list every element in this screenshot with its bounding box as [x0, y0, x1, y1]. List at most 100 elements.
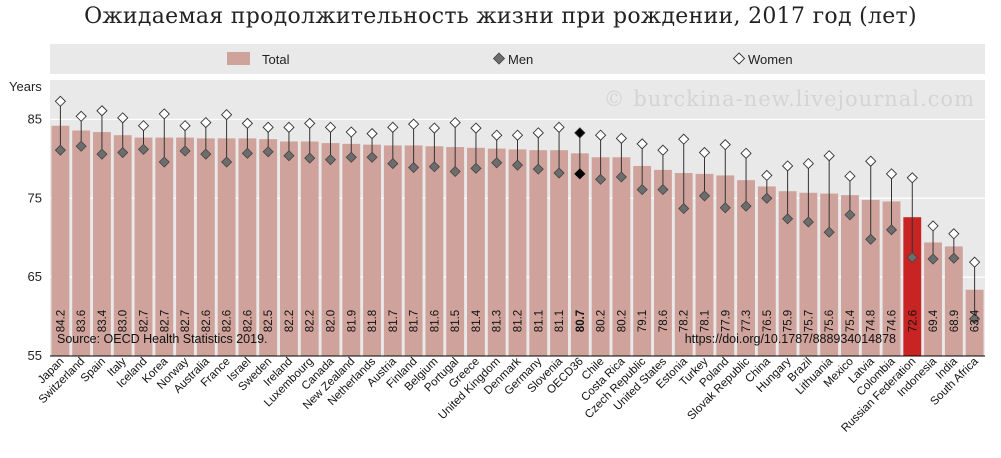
value-label-portugal: 81.5: [450, 310, 462, 332]
bar-slovak-republic: [737, 180, 755, 356]
y-tick-label: 65: [28, 269, 42, 284]
men-marker-germany: [532, 163, 544, 175]
men-marker-belgium: [428, 161, 440, 173]
men-marker-australia: [200, 148, 212, 160]
women-marker-lithuania: [823, 150, 835, 162]
men-marker-korea: [158, 156, 170, 168]
value-label-oecd36: 80.7: [575, 310, 587, 332]
x-axis-labels: JapanSwitzerlandSpainItalyIcelandKoreaNo…: [36, 355, 981, 434]
men-marker-chile: [595, 173, 607, 185]
value-label-indonesia: 69.4: [928, 309, 940, 332]
men-marker-russian-federation: [906, 251, 918, 263]
bar-belgium: [425, 146, 444, 356]
women-marker-south-africa: [968, 256, 981, 268]
value-label-iceland: 82.7: [139, 310, 151, 332]
women-marker-france: [220, 109, 233, 121]
bar-greece: [467, 147, 485, 356]
bar-netherlands: [363, 144, 381, 356]
women-marker-austria: [387, 121, 399, 133]
value-label-slovak-republic: 77.3: [741, 310, 753, 332]
y-tick-label: 75: [28, 190, 42, 205]
bar-france: [217, 138, 236, 356]
women-marker-mexico: [844, 170, 856, 182]
men-marker-greece: [470, 162, 482, 174]
men-marker-czech-republic: [636, 184, 648, 196]
men-marker-colombia: [885, 224, 898, 236]
men-marker-austria: [387, 158, 399, 170]
women-marker-canada: [324, 121, 337, 133]
women-marker-latvia: [865, 155, 877, 167]
men-marker-oecd36: [574, 168, 586, 180]
women-marker-united-kingdom: [491, 129, 503, 141]
value-label-hungary: 75.9: [783, 310, 795, 332]
value-label-italy: 83.0: [118, 310, 130, 332]
value-label-czech-republic: 79.1: [637, 310, 649, 332]
bar-korea: [155, 137, 174, 356]
bar-costa-rica: [612, 157, 631, 356]
bar-lithuania: [820, 193, 839, 356]
markers: [54, 95, 981, 325]
bar-ireland: [280, 141, 298, 356]
bar-poland: [716, 175, 735, 356]
women-marker-russian-federation: [906, 172, 918, 184]
bar-oecd36: [570, 153, 589, 356]
women-marker-italy: [117, 112, 129, 124]
bar-russian-federation: [903, 217, 922, 356]
value-label-russian-federation: 72.6: [907, 310, 919, 332]
bar-finland: [404, 145, 423, 356]
women-marker-chile: [594, 129, 607, 141]
women-marker-australia: [200, 116, 212, 129]
bar-japan: [51, 125, 70, 356]
men-marker-israel: [241, 147, 253, 159]
women-marker-norway: [179, 120, 191, 132]
men-marker-hungary: [782, 213, 794, 225]
value-label-china: 76.5: [762, 310, 774, 332]
watermark: © burckina-new.livejournal.com: [604, 87, 975, 111]
bar-hungary: [778, 191, 797, 356]
value-label-korea: 82.7: [159, 310, 171, 332]
men-marker-spain: [96, 148, 108, 160]
legend: Total Men Women: [50, 44, 985, 74]
women-marker-iceland: [137, 120, 150, 132]
women-marker-luxembourg: [304, 117, 316, 130]
men-marker-turkey: [698, 190, 711, 202]
men-marker-norway: [179, 145, 191, 157]
value-label-chile: 80.2: [596, 310, 608, 332]
value-label-south-africa: 63.4: [970, 309, 982, 332]
men-marker-denmark: [511, 159, 524, 171]
value-label-colombia: 74.6: [887, 310, 899, 332]
value-label-australia: 82.6: [201, 310, 213, 332]
source-note: Source: OECD Health Statistics 2019.: [57, 332, 268, 346]
bars: [51, 125, 984, 356]
men-marker-china: [761, 192, 773, 204]
value-label-japan: 84.2: [55, 310, 67, 332]
women-marker-ireland: [283, 121, 295, 133]
value-label-estonia: 78.2: [679, 310, 691, 332]
value-label-turkey: 78.1: [700, 310, 712, 332]
women-marker-oecd36: [574, 127, 586, 139]
bar-germany: [529, 150, 548, 356]
value-label-netherlands: 81.8: [367, 310, 379, 332]
bar-china: [757, 186, 776, 356]
value-label-austria: 81.7: [388, 310, 400, 332]
men-marker-united-kingdom: [491, 157, 503, 169]
value-labels: 84.2 83.6 83.4 83.0 82.7 82.7 82.7 82.6 82.6 82.6…: [55, 309, 981, 332]
men-marker-portugal: [449, 165, 461, 178]
men-marker-japan: [54, 144, 66, 156]
value-label-greece: 81.4: [471, 309, 483, 332]
bar-luxembourg: [300, 141, 319, 356]
women-marker-spain: [96, 105, 108, 117]
bar-united-kingdom: [487, 148, 506, 356]
women-marker-finland: [407, 118, 420, 130]
women-marker-greece: [470, 122, 482, 134]
value-label-norway: 82.7: [180, 310, 192, 332]
value-label-lithuania: 75.6: [824, 310, 836, 332]
bar-colombia: [882, 201, 901, 356]
bar-sweden: [259, 139, 278, 356]
men-marker-estonia: [678, 202, 690, 215]
value-label-india: 68.9: [949, 310, 961, 332]
bar-austria: [383, 145, 402, 356]
bar-norway: [176, 137, 194, 356]
chart-title: Ожидаемая продолжительность жизни при ро…: [84, 4, 917, 29]
